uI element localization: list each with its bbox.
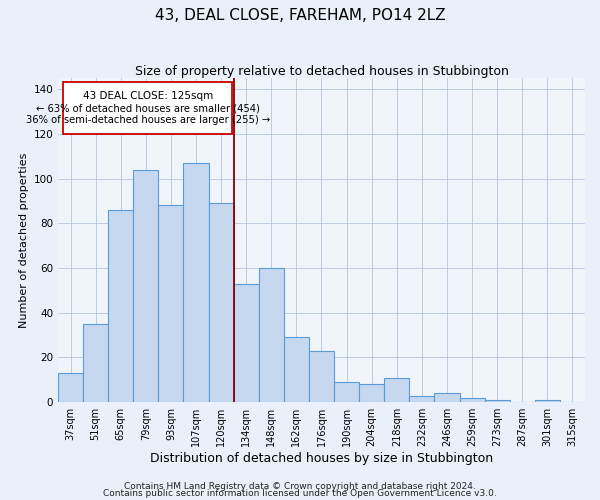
Bar bbox=[485, 400, 510, 402]
Bar bbox=[133, 170, 158, 402]
Title: Size of property relative to detached houses in Stubbington: Size of property relative to detached ho… bbox=[134, 65, 508, 78]
Text: 43, DEAL CLOSE, FAREHAM, PO14 2LZ: 43, DEAL CLOSE, FAREHAM, PO14 2LZ bbox=[155, 8, 445, 22]
Text: 43 DEAL CLOSE: 125sqm: 43 DEAL CLOSE: 125sqm bbox=[83, 92, 213, 102]
Bar bbox=[108, 210, 133, 402]
Bar bbox=[334, 382, 359, 402]
Bar bbox=[259, 268, 284, 402]
Bar bbox=[158, 206, 184, 402]
Bar bbox=[409, 396, 434, 402]
Bar bbox=[209, 203, 233, 402]
Bar bbox=[184, 163, 209, 402]
Text: 36% of semi-detached houses are larger (255) →: 36% of semi-detached houses are larger (… bbox=[26, 115, 270, 125]
Bar bbox=[460, 398, 485, 402]
Y-axis label: Number of detached properties: Number of detached properties bbox=[19, 152, 29, 328]
Bar bbox=[83, 324, 108, 402]
Bar bbox=[309, 351, 334, 402]
Text: Contains HM Land Registry data © Crown copyright and database right 2024.: Contains HM Land Registry data © Crown c… bbox=[124, 482, 476, 491]
Bar bbox=[58, 373, 83, 402]
Bar bbox=[535, 400, 560, 402]
X-axis label: Distribution of detached houses by size in Stubbington: Distribution of detached houses by size … bbox=[150, 452, 493, 465]
Bar bbox=[384, 378, 409, 402]
Text: Contains public sector information licensed under the Open Government Licence v3: Contains public sector information licen… bbox=[103, 490, 497, 498]
Bar bbox=[233, 284, 259, 402]
Bar bbox=[434, 394, 460, 402]
Bar bbox=[359, 384, 384, 402]
Text: ← 63% of detached houses are smaller (454): ← 63% of detached houses are smaller (45… bbox=[36, 104, 260, 114]
Bar bbox=[284, 338, 309, 402]
Bar bbox=[63, 82, 232, 134]
